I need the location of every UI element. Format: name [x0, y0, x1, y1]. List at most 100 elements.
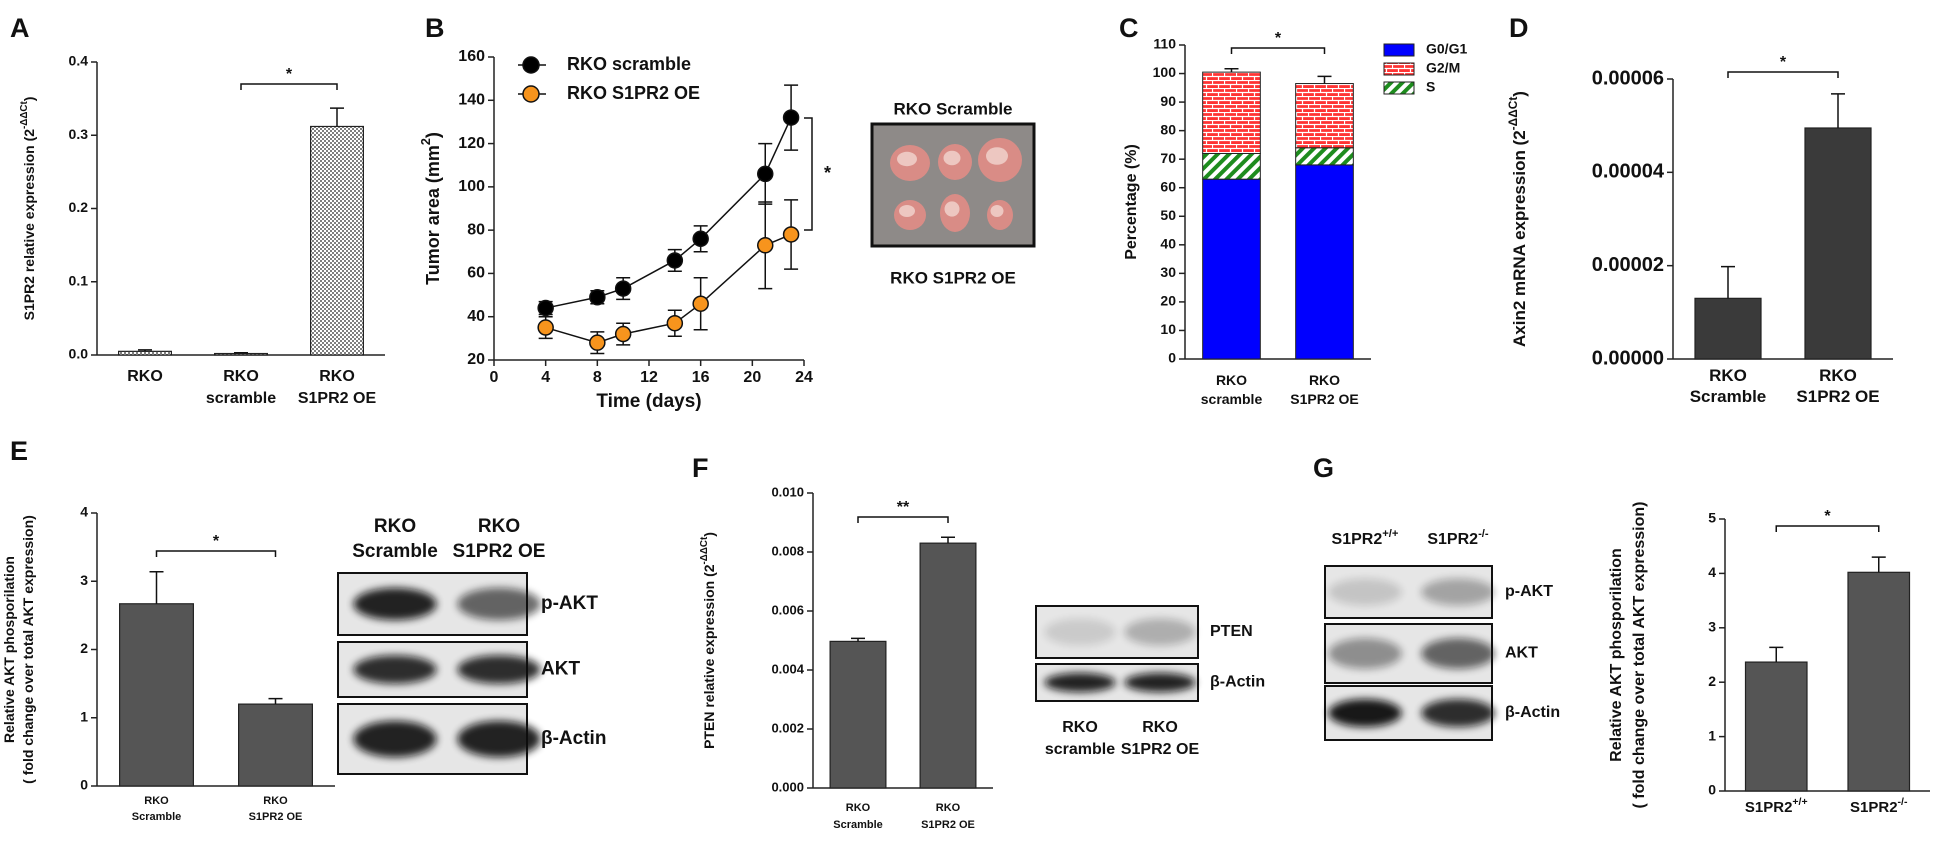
bar — [310, 125, 365, 356]
x-tick-label: scramble — [206, 390, 276, 407]
panel-letter: E — [10, 436, 28, 466]
significance-label: * — [1824, 508, 1831, 525]
error-bar — [851, 637, 865, 642]
significance-label: * — [213, 533, 220, 550]
marker — [614, 325, 632, 343]
marker — [537, 299, 554, 317]
tumor-highlight — [943, 150, 961, 166]
blot-column-label: S1PR2+/+ — [1332, 528, 1399, 548]
legend-swatch — [1383, 43, 1415, 57]
y-tick-label: 3 — [1708, 619, 1716, 635]
y-tick-label: 1 — [80, 708, 88, 724]
error-bar-line — [234, 352, 248, 354]
y-axis-label: Percentage (%) — [1123, 144, 1140, 260]
y-tick-label: 20 — [1160, 293, 1176, 309]
y-tick-label: 0.010 — [771, 484, 804, 499]
bar — [1694, 297, 1762, 360]
marker — [666, 314, 684, 332]
x-tick-label: 20 — [743, 369, 761, 386]
tumor-highlight — [944, 201, 960, 217]
text-part: ) — [423, 132, 443, 138]
text-part: RKO — [263, 795, 288, 807]
error-bar — [1721, 265, 1735, 299]
x-tick-label: S1PR2 OE — [921, 819, 975, 831]
y-tick-label: 80 — [1160, 121, 1176, 137]
bar-segment — [1202, 71, 1261, 154]
y-tick-label: 110 — [1153, 36, 1176, 52]
bar — [117, 350, 172, 356]
error-bar-line — [941, 536, 955, 544]
significance-bracket — [155, 550, 277, 557]
error-bar-line — [330, 107, 344, 127]
legend-swatch — [1383, 62, 1415, 76]
blot-band — [1328, 638, 1402, 669]
text-part: ) — [21, 97, 37, 102]
y-axis-label: S1PR2 relative expression (2-ΔΔCt) — [19, 97, 37, 321]
bar — [238, 703, 313, 787]
y-tick-label: 140 — [458, 92, 485, 109]
text-part: S1PR2 OE — [249, 811, 303, 823]
y-tick-label: 0.000 — [771, 779, 804, 794]
y-axis-label: ( fold change over total AKT expression) — [1631, 501, 1648, 808]
significance-label: * — [824, 163, 831, 183]
bar — [1847, 571, 1911, 792]
x-tick-label: 24 — [795, 369, 813, 386]
bar — [919, 542, 977, 789]
text-part: RKO — [478, 516, 520, 537]
blot-band — [1328, 698, 1402, 728]
x-tick-label: Scramble — [1690, 387, 1767, 406]
y-tick-label: 0.2 — [69, 199, 89, 215]
y-tick-label: 0.0 — [69, 346, 89, 362]
blot-band — [1421, 578, 1495, 606]
error-bar-line — [1224, 67, 1239, 73]
legend-label: S — [1426, 79, 1435, 95]
x-tick-label: S1PR2 OE — [298, 390, 377, 407]
blot-band — [1044, 618, 1116, 646]
superscript: -/- — [1898, 796, 1908, 808]
y-tick-label: 0.008 — [771, 543, 804, 558]
y-tick-label: 100 — [458, 178, 485, 195]
significance-bracket — [240, 83, 338, 90]
y-tick-label: 40 — [467, 308, 485, 325]
error-bar — [149, 570, 164, 604]
text-part: Percentage (%) — [1123, 144, 1140, 260]
text-part: RKO — [1216, 372, 1247, 388]
legend-label: RKO scramble — [567, 54, 691, 74]
error-bar-line — [851, 637, 865, 642]
marker — [589, 334, 606, 351]
text-part: S1PR2 OE — [921, 819, 975, 831]
legend-swatch — [1383, 81, 1415, 95]
y-axis-label: Relative AKT phosporilation — [1, 556, 17, 743]
text-part: Axin2 mRNA expression (2 — [1510, 130, 1529, 347]
blot-column-label: RKO — [478, 516, 520, 537]
y-tick-label: 100 — [1153, 64, 1177, 80]
y-tick-label: 60 — [467, 265, 485, 282]
error-bar — [941, 536, 955, 544]
blot-column-label: S1PR2 OE — [453, 541, 546, 562]
text-part: Relative AKT phosporilation — [1, 556, 17, 743]
tumor-highlight — [990, 205, 1004, 217]
panel-letter: D — [1509, 13, 1529, 43]
significance-bracket — [804, 117, 813, 231]
marker — [666, 252, 684, 269]
panel-letter: A — [10, 13, 30, 43]
legend-marker — [522, 56, 540, 74]
error-bar-line — [1831, 93, 1845, 128]
y-tick-label: 0 — [1708, 782, 1716, 798]
bar-segment — [1295, 164, 1354, 360]
text-part: ) — [701, 532, 717, 537]
x-tick-label: S1PR2 OE — [1796, 387, 1879, 406]
blot-row-label: β-Actin — [541, 728, 606, 749]
legend-label: G2/M — [1426, 60, 1460, 76]
superscript: -ΔΔCt — [1506, 97, 1520, 131]
x-tick-label: Scramble — [132, 811, 182, 823]
significance-label: * — [286, 66, 293, 83]
y-tick-label: 50 — [1160, 207, 1176, 223]
marker — [692, 230, 709, 248]
blot-band — [1124, 672, 1196, 693]
error-bar — [234, 352, 248, 354]
y-tick-label: 80 — [467, 221, 485, 238]
x-tick-label: Scramble — [833, 819, 883, 831]
x-tick-label: 0 — [490, 369, 499, 386]
text-part: RKO — [1309, 372, 1340, 388]
